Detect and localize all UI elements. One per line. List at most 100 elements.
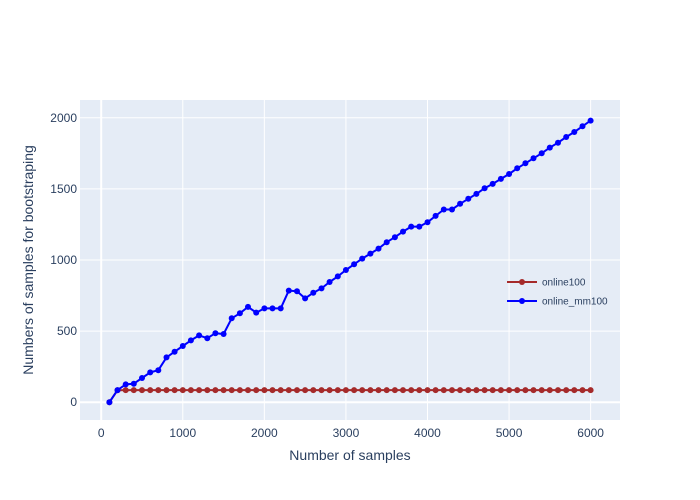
x-tick-label: 4000 xyxy=(414,426,441,440)
data-point xyxy=(555,139,561,146)
x-tick-label: 3000 xyxy=(333,426,360,440)
data-point xyxy=(359,255,366,262)
data-point xyxy=(277,387,284,394)
data-point xyxy=(179,343,186,349)
data-point xyxy=(318,285,325,292)
data-point xyxy=(155,387,162,394)
data-point xyxy=(187,337,194,344)
series-online_mm100 xyxy=(106,117,594,406)
data-point xyxy=(245,387,251,394)
data-point xyxy=(555,387,561,394)
data-point xyxy=(579,123,586,130)
data-point xyxy=(546,144,553,151)
data-point xyxy=(587,387,594,394)
data-point xyxy=(163,387,170,394)
data-point xyxy=(424,219,431,226)
data-point xyxy=(408,223,415,230)
data-point xyxy=(122,381,129,388)
data-point xyxy=(408,387,415,394)
data-point xyxy=(489,180,496,187)
data-point xyxy=(497,387,504,394)
data-point xyxy=(546,387,553,394)
data-point xyxy=(204,335,211,342)
data-point xyxy=(261,305,268,312)
data-point xyxy=(351,387,358,394)
data-point xyxy=(530,387,537,394)
x-axis-title: Number of samples xyxy=(289,447,410,463)
legend-label: online_mm100 xyxy=(542,297,608,308)
data-point xyxy=(294,288,300,295)
data-point xyxy=(571,387,578,394)
x-tick-label: 0 xyxy=(98,426,105,440)
data-point xyxy=(522,160,529,167)
data-point xyxy=(563,134,570,140)
data-point xyxy=(457,387,464,394)
data-point xyxy=(342,267,349,273)
data-point xyxy=(269,387,276,394)
data-point xyxy=(187,387,194,394)
data-point xyxy=(481,185,488,192)
data-point xyxy=(579,387,586,394)
data-point xyxy=(228,387,235,394)
y-tick-label: 0 xyxy=(70,395,77,409)
legend-label: online100 xyxy=(542,278,586,289)
data-point xyxy=(326,279,333,285)
data-point xyxy=(261,387,268,394)
data-point xyxy=(359,387,366,394)
data-point xyxy=(228,315,235,322)
data-point xyxy=(375,387,382,394)
data-point xyxy=(375,245,382,252)
data-point xyxy=(302,387,309,394)
data-point xyxy=(391,387,398,394)
y-tick-label: 1000 xyxy=(50,253,77,267)
data-point xyxy=(571,129,578,135)
data-point xyxy=(236,387,243,394)
x-tick-label: 6000 xyxy=(577,426,604,440)
data-point xyxy=(506,387,513,394)
data-point xyxy=(367,387,374,394)
data-point xyxy=(318,387,325,394)
data-point xyxy=(383,387,390,394)
x-tick-label: 2000 xyxy=(251,426,278,440)
data-point xyxy=(155,367,162,374)
series-lines xyxy=(106,117,594,406)
data-point xyxy=(587,117,594,124)
data-point xyxy=(147,387,154,394)
data-point xyxy=(334,273,341,280)
data-point xyxy=(424,387,431,394)
data-point xyxy=(253,309,260,316)
data-point xyxy=(432,387,439,394)
data-point xyxy=(130,387,137,394)
data-point xyxy=(147,369,154,376)
data-point xyxy=(245,303,251,310)
data-point xyxy=(400,387,406,394)
data-point xyxy=(122,387,129,394)
legend-item-online100[interactable]: online100 xyxy=(507,278,586,289)
y-tick-label: 500 xyxy=(57,324,77,338)
data-point xyxy=(130,380,137,387)
data-point xyxy=(310,289,317,296)
data-point xyxy=(440,206,447,213)
data-point xyxy=(457,200,464,207)
data-point xyxy=(139,375,145,381)
data-point xyxy=(236,310,243,317)
data-point xyxy=(538,387,545,394)
data-point xyxy=(522,387,529,394)
x-tick-label: 5000 xyxy=(496,426,523,440)
legend-item-online_mm100[interactable]: online_mm100 xyxy=(507,297,608,308)
data-point xyxy=(563,387,570,394)
legend[interactable]: online100 online_mm100 xyxy=(507,278,608,308)
data-point xyxy=(163,354,170,361)
data-point xyxy=(506,171,513,177)
data-point xyxy=(514,387,521,394)
data-point xyxy=(114,387,121,394)
data-point xyxy=(212,387,219,394)
data-point xyxy=(449,206,455,213)
data-point xyxy=(269,305,276,312)
data-point xyxy=(473,387,480,394)
data-point xyxy=(285,387,292,394)
data-point xyxy=(416,223,423,230)
data-point xyxy=(220,387,227,394)
